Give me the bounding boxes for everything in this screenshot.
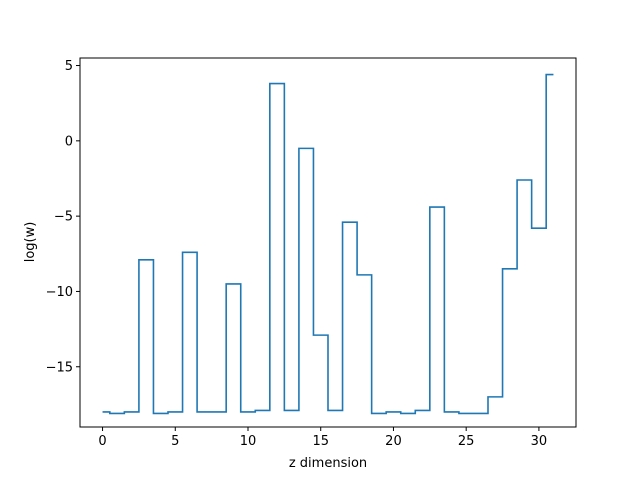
x-tick-label: 10 (240, 434, 257, 449)
x-tick-label: 25 (458, 434, 475, 449)
y-tick-label: −10 (46, 285, 73, 300)
y-tick-label: 0 (65, 134, 73, 149)
y-tick-label: −15 (46, 360, 73, 375)
y-axis-title: log(w) (23, 222, 38, 263)
y-axis-ticks: 5 0 −5 −10 −15 (46, 59, 80, 375)
x-tick-label: 30 (531, 434, 548, 449)
x-tick-label: 5 (171, 434, 179, 449)
x-axis-title: z dimension (289, 456, 367, 471)
series-line-0 (102, 73, 554, 415)
x-tick-label: 0 (98, 434, 106, 449)
x-tick-label: 20 (385, 434, 402, 449)
y-tick-label: −5 (54, 210, 73, 225)
series-layer (102, 73, 554, 415)
y-tick-label: 5 (65, 59, 73, 74)
x-axis-ticks: 0 5 10 15 20 25 30 (98, 427, 547, 449)
plot-frame (79, 57, 577, 428)
x-tick-label: 15 (312, 434, 329, 449)
